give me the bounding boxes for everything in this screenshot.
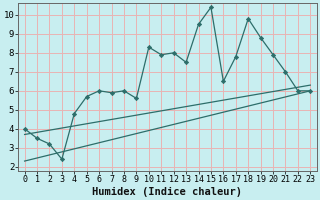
X-axis label: Humidex (Indice chaleur): Humidex (Indice chaleur) (92, 186, 243, 197)
